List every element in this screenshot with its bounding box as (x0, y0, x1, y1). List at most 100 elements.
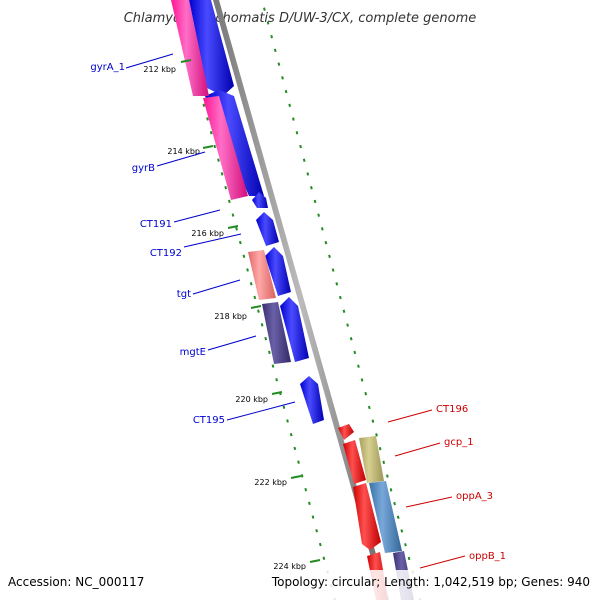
track-dot (386, 474, 389, 478)
track-dot (282, 405, 286, 409)
gene-arrow-gyrA[interactable] (189, 0, 234, 96)
track-dot (400, 529, 404, 533)
gene-arrow-CT191[interactable] (252, 192, 268, 208)
track-dot (266, 21, 270, 25)
gene-arrow-CT196[interactable] (338, 424, 354, 440)
tick-222kbp: 222 kbp (254, 475, 302, 487)
track-dot (297, 460, 300, 464)
track-dot (228, 199, 231, 204)
gene-label-text[interactable]: oppB_1 (469, 551, 506, 562)
track-dot (407, 556, 411, 561)
gene-label-gcp_1[interactable]: gcp_1 (394, 437, 474, 457)
track-dot (284, 89, 288, 94)
track-dot (217, 158, 220, 162)
gene-arrow-CT195[interactable] (300, 376, 324, 424)
feature-block-mgtE[interactable] (262, 302, 291, 364)
gene-label-CT195[interactable]: CT195 (193, 401, 296, 426)
track-dot (404, 543, 407, 547)
track-dot (335, 282, 339, 286)
track-dot (324, 240, 328, 245)
gene-label-text[interactable]: CT195 (193, 415, 225, 426)
forward-strand-genes (189, 0, 324, 424)
track-dot (260, 323, 264, 327)
track-dot (249, 282, 253, 286)
gene-label-text[interactable]: oppA_3 (456, 491, 493, 502)
gene-label-CT191[interactable]: CT191 (140, 209, 221, 230)
gene-label-tgt[interactable]: tgt (177, 279, 241, 300)
gene-label-text[interactable]: tgt (177, 289, 191, 300)
track-dot (304, 487, 308, 492)
tick-224kbp: 224 kbp (273, 559, 321, 571)
gene-label-text[interactable]: gcp_1 (444, 437, 474, 448)
tick-218kbp: 218 kbp (214, 305, 262, 321)
track-dot (277, 62, 281, 66)
gene-arrow-CT194[interactable] (280, 297, 309, 362)
track-dot (311, 515, 315, 519)
gene-label-gyrB[interactable]: gyrB (132, 151, 206, 174)
left-gene-labels: gyrA_1 gyrB CT191 CT192 tgt mgtE (90, 53, 296, 426)
gene-label-mgtE[interactable]: mgtE (180, 335, 257, 358)
track-dot (242, 254, 246, 258)
gene-arrow-oppA[interactable] (353, 483, 381, 550)
track-dot (246, 268, 249, 272)
track-dot (317, 213, 320, 217)
track-dot (357, 364, 360, 368)
track-dot (302, 158, 306, 162)
track-dot (360, 378, 364, 382)
feature-block-tgt[interactable] (248, 250, 276, 300)
tick-212kbp: 212 kbp (143, 59, 192, 74)
track-dot (271, 364, 275, 368)
coordinate-ticks: 212 kbp 214 kbp 216 kbp 218 kbp 220 kbp … (143, 59, 321, 571)
gene-label-text[interactable]: mgtE (180, 347, 206, 358)
gene-label-CT196[interactable]: CT196 (387, 404, 468, 423)
tick-label: 216 kbp (191, 229, 224, 238)
track-dot (270, 34, 273, 39)
tick-label: 222 kbp (254, 478, 287, 487)
gene-label-text[interactable]: gyrB (132, 163, 155, 174)
gene-label-text[interactable]: CT196 (436, 404, 468, 415)
feature-block-oppA[interactable] (369, 481, 402, 553)
feature-block-gyrB[interactable] (203, 96, 248, 200)
tick-label: 212 kbp (143, 65, 176, 74)
right-gene-labels: CT196 gcp_1 oppA_3 oppB_1 (387, 404, 506, 569)
track-dot (342, 309, 346, 313)
track-dot (320, 227, 324, 231)
track-dot (206, 117, 209, 121)
track-dot (264, 336, 268, 341)
track-dot (299, 144, 302, 149)
track-dot (289, 432, 293, 437)
track-dot (308, 501, 311, 506)
gene-label-gyrA_1[interactable]: gyrA_1 (90, 53, 174, 73)
track-dot (213, 144, 217, 149)
tick-label: 224 kbp (273, 562, 306, 571)
gene-label-oppB_1[interactable]: oppB_1 (419, 551, 506, 569)
track-dot (349, 337, 353, 341)
gene-label-text[interactable]: CT191 (140, 219, 172, 230)
gene-label-text[interactable]: gyrA_1 (90, 62, 125, 73)
gene-arrow-gcp[interactable] (343, 440, 366, 484)
track-dot (315, 529, 318, 533)
track-dot (286, 419, 289, 423)
gene-label-oppA_3[interactable]: oppA_3 (405, 491, 493, 508)
gene-arrow-CT192[interactable] (256, 212, 279, 246)
feature-blocks (171, 0, 414, 600)
feature-block-gcp[interactable] (359, 436, 384, 483)
gene-label-CT192[interactable]: CT192 (150, 233, 242, 259)
track-dot (393, 501, 396, 506)
feature-block-gyrA[interactable] (171, 0, 209, 96)
track-dot (238, 240, 242, 245)
track-dot (253, 295, 257, 300)
track-dot (263, 7, 266, 11)
track-dot (318, 542, 322, 547)
track-dot (202, 103, 206, 107)
track-dot (353, 350, 357, 355)
track-dot (313, 199, 317, 204)
track-dot (346, 323, 349, 327)
gene-arrow-CT193[interactable] (265, 247, 291, 296)
track-dot (310, 186, 313, 190)
track-dot (292, 117, 295, 121)
gene-label-text[interactable]: CT192 (150, 248, 182, 259)
accession-label: Accession: NC_000117 (8, 575, 144, 589)
